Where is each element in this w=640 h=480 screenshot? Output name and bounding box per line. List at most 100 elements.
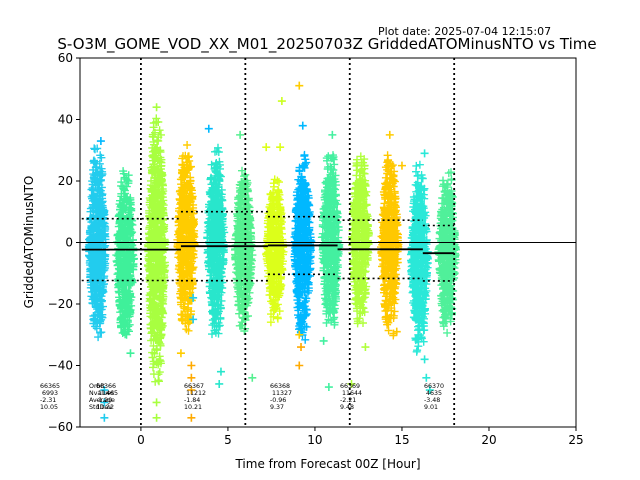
outlier-point-36	[176, 349, 185, 358]
outlier-point-15	[295, 361, 304, 370]
outlier-point-37	[189, 293, 198, 302]
strip-9	[347, 152, 373, 328]
outlier-point-35	[215, 379, 224, 388]
y-tick-label-0: −60	[48, 420, 73, 434]
plot-frame	[79, 57, 577, 428]
strip-markers-6	[262, 175, 288, 327]
outlier-point-29	[361, 343, 370, 352]
stat-entry-5-3: 9.01	[424, 404, 438, 411]
stat-entry-0-2: -2.31	[40, 397, 56, 404]
stat-entry-5-2: -3.48	[424, 397, 440, 404]
stat-legend-label-3: StdDev	[89, 404, 112, 411]
chart-title: S-O3M_GOME_VOD_XX_M01_20250703Z GriddedA…	[57, 35, 596, 54]
outlier-point-38	[189, 315, 198, 324]
outlier-point-3	[298, 121, 307, 130]
outlier-point-13	[295, 330, 304, 339]
strip-0	[84, 144, 110, 342]
stat-entry-3-0: 66368	[270, 383, 290, 390]
stat-entry-1-0: 66366	[96, 383, 116, 390]
stat-entry-2-1: 11212	[186, 390, 206, 397]
outlier-point-10	[276, 143, 285, 152]
x-tick-label-5: 25	[568, 433, 583, 447]
strip-markers-11	[407, 160, 432, 356]
strip-6	[262, 175, 288, 327]
stat-entry-2-3: 10.21	[184, 404, 202, 411]
outlier-point-16	[187, 361, 196, 370]
strip-1	[112, 167, 138, 339]
outlier-point-33	[248, 373, 257, 382]
stat-entry-0-3: 10.05	[40, 404, 58, 411]
outlier-point-2	[152, 103, 161, 112]
y-tick-label-1: −40	[48, 359, 73, 373]
strip-2	[143, 114, 170, 386]
stat-entry-4-2: -2.21	[340, 397, 356, 404]
x-tick-label-4: 20	[481, 433, 496, 447]
x-tick-label-3: 15	[394, 433, 409, 447]
axis-layer: 0 5 10 15 20 25 −60 −40 −20 0 20 40 60	[48, 51, 584, 447]
y-tick-label-6: 60	[58, 51, 73, 65]
stat-entry-2-0: 66367	[184, 383, 204, 390]
outlier-point-12	[397, 161, 406, 170]
strip-5	[231, 166, 257, 335]
outlier-point-26	[324, 383, 333, 392]
stat-entry-5-0: 66370	[424, 383, 444, 390]
outlier-point-14	[297, 343, 306, 352]
strip-markers-0	[84, 144, 110, 342]
stat-entry-2-2: -1.84	[184, 397, 200, 404]
stat-entry-0-0: 66365	[40, 383, 60, 390]
strip-10	[377, 151, 403, 340]
stat-entry-3-2: -0.96	[270, 397, 286, 404]
outlier-point-17	[187, 373, 196, 382]
strip-markers-7	[290, 150, 316, 344]
strip-markers-5	[231, 166, 257, 335]
stat-entry-3-1: 11327	[272, 390, 292, 397]
outlier-point-28	[347, 379, 356, 388]
outlier-point-22	[100, 386, 109, 395]
y-tick-label-4: 20	[58, 174, 73, 188]
y-tick-label-5: 40	[58, 113, 73, 127]
strip-markers-9	[347, 152, 373, 328]
stat-legend-label-1: Nvalues	[89, 390, 114, 397]
y-tick-label-2: −20	[48, 297, 73, 311]
y-axis-label: GriddedATOMinusNTO	[22, 176, 36, 309]
stat-legend: OrbitNvaluesAverageStdDev663656993-2.311…	[40, 383, 444, 411]
stat-legend-label-0: Orbit	[89, 383, 105, 390]
strip-3	[173, 141, 199, 335]
data-layer	[84, 81, 460, 422]
stat-entry-4-0: 66369	[340, 383, 360, 390]
stat-entry-3-3: 9.37	[270, 404, 284, 411]
outlier-point-32	[425, 386, 434, 395]
outlier-point-27	[319, 336, 328, 345]
outlier-point-21	[152, 413, 161, 422]
outlier-point-6	[328, 130, 337, 139]
stat-entry-4-1: 11644	[342, 390, 362, 397]
stat-entry-1-2: -1.20	[96, 397, 112, 404]
outlier-point-19	[187, 413, 196, 422]
x-axis-label: Time from Forecast 00Z [Hour]	[234, 457, 420, 471]
x-tick-label-2: 10	[307, 433, 322, 447]
plot-date: Plot date: 2025-07-04 12:15:07	[378, 25, 551, 38]
stat-entry-4-3: 9.48	[340, 404, 354, 411]
strip-8	[317, 151, 344, 329]
stat-legend-label-2: Average	[89, 397, 115, 404]
outlier-point-8	[96, 137, 105, 146]
outlier-point-25	[126, 349, 135, 358]
strip-markers-8	[317, 151, 344, 329]
outlier-point-5	[385, 130, 394, 139]
strip-4	[203, 143, 229, 339]
outlier-point-24	[100, 413, 109, 422]
stat-entry-1-3: 11.22	[96, 404, 114, 411]
stat-entry-1-1: 11465	[98, 390, 118, 397]
outlier-point-1	[277, 97, 286, 106]
strip-markers-3	[173, 141, 199, 335]
outlier-point-39	[392, 327, 401, 336]
y-tick-label-3: 0	[65, 236, 73, 250]
outlier-point-30	[420, 355, 429, 364]
outlier-point-11	[420, 149, 429, 158]
outlier-point-20	[152, 398, 161, 407]
x-tick-label-1: 5	[224, 433, 232, 447]
outlier-point-7	[236, 130, 245, 139]
outlier-point-4	[204, 124, 213, 133]
outlier-point-23	[100, 398, 109, 407]
strip-markers-4	[203, 143, 229, 339]
